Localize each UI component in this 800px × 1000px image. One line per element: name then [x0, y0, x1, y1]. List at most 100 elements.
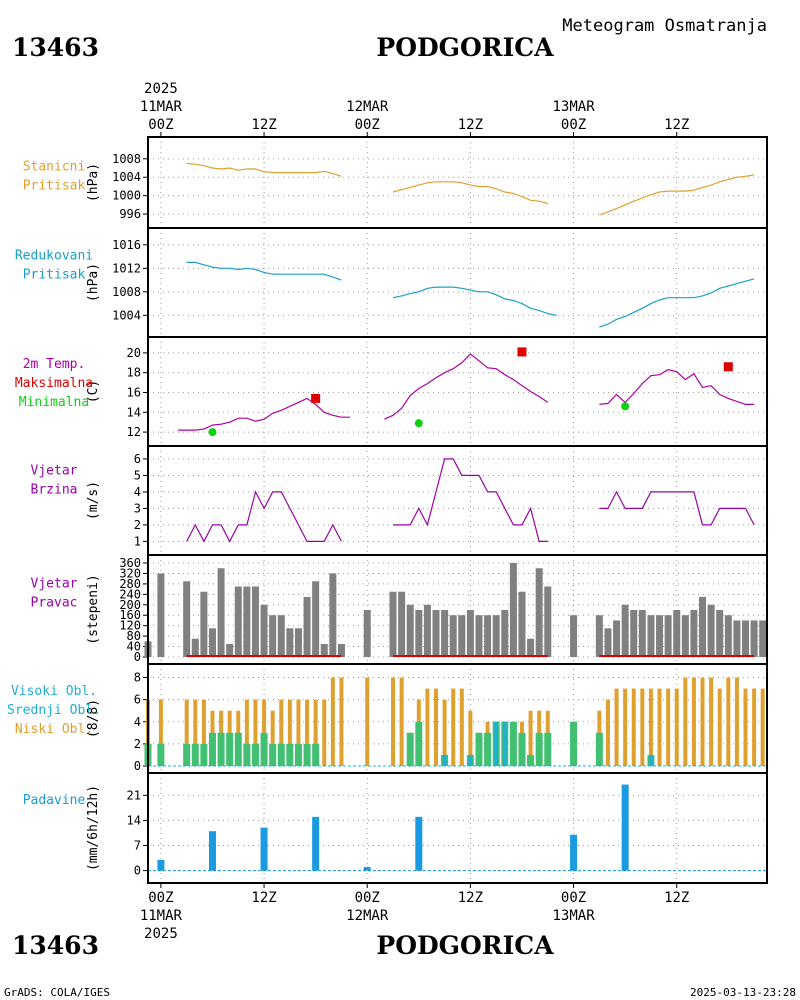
station-pressure-ytick-label: 1004 — [112, 170, 141, 184]
wind-direction-bar — [621, 604, 629, 657]
precip-bar — [363, 867, 371, 871]
wind-direction-bar — [398, 591, 406, 657]
wind-direction-ytick-label: 80 — [127, 629, 141, 643]
cloud-cover-ytick-label: 4 — [134, 715, 141, 729]
wind-direction-bar — [389, 591, 397, 657]
wind-direction-bar — [673, 610, 681, 657]
wind-direction-ytick-label: 320 — [119, 566, 141, 580]
cloud-bar-visoki — [468, 754, 473, 766]
wind-direction-bar — [742, 620, 750, 657]
wind-direction-label: Pravac — [31, 596, 78, 611]
wind-speed-ytick-label: 4 — [134, 485, 141, 499]
cloud-bar-srednji — [570, 721, 578, 766]
wind-direction-bar — [656, 615, 664, 657]
cloud-bar-srednji — [183, 743, 191, 766]
cloud-bar-niski — [442, 699, 447, 766]
wind-direction-bar — [303, 596, 311, 657]
wind-direction-bar — [699, 596, 707, 657]
reduced-pressure-series-line — [599, 278, 755, 328]
temperature-series-line — [384, 353, 549, 420]
cloud-bar-niski — [330, 677, 335, 766]
cloud-bar-srednji — [217, 732, 225, 766]
station-pressure-label: Pritisak — [23, 179, 86, 194]
cloud-bar-srednji — [475, 732, 483, 766]
wind-direction-bar — [269, 615, 277, 657]
cloud-bar-srednji — [191, 743, 199, 766]
temperature-ytick-label: 14 — [127, 405, 141, 419]
wind-direction-bar — [286, 628, 294, 657]
top-date-label: 11MAR — [140, 99, 183, 115]
precip-bar — [621, 784, 629, 871]
cloud-bar-niski — [717, 688, 722, 766]
cloud-bar-niski — [726, 677, 731, 766]
wind-speed-series-line — [186, 490, 342, 543]
precipitation-ytick-label: 14 — [127, 813, 141, 827]
top-date-label: 12MAR — [346, 99, 389, 115]
wind-direction-bar — [647, 615, 655, 657]
wind-direction-bar — [638, 610, 646, 657]
temperature-ytick-label: 20 — [127, 346, 141, 360]
station-id-top: 13463 — [12, 33, 99, 62]
cloud-bar-visoki — [648, 754, 653, 766]
cloud-bar-srednji — [527, 754, 535, 766]
wind-direction-bar — [707, 604, 715, 657]
cloud-bar-niski — [296, 699, 301, 766]
top-time-label: 12Z — [664, 117, 689, 133]
wind-direction-bar — [260, 604, 268, 657]
wind-direction-bar — [217, 568, 225, 657]
wind-direction-bar — [570, 615, 578, 657]
cloud-cover-label: Srednji Obl. — [7, 703, 101, 718]
top-year-label: 2025 — [144, 81, 178, 97]
cloud-bar-srednji — [260, 732, 268, 766]
cloud-bar-niski — [752, 688, 757, 766]
cloud-bar-niski — [253, 699, 258, 766]
cloud-bar-niski — [468, 710, 473, 766]
precipitation-ytick-label: 7 — [134, 839, 141, 853]
wind-direction-bar — [423, 604, 431, 657]
wind-direction-bar — [277, 615, 285, 657]
cloud-bar-niski — [158, 699, 163, 766]
cloud-bar-niski — [339, 677, 344, 766]
bottom-time-label: 00Z — [148, 890, 173, 906]
station-pressure-series-line — [392, 181, 548, 205]
cloud-bar-niski — [691, 677, 696, 766]
wind-direction-bar — [200, 591, 208, 657]
cloud-bar-srednji — [415, 721, 423, 766]
cloud-bar-niski — [287, 699, 292, 766]
cloud-bar-niski — [270, 710, 275, 766]
temperature-frame — [147, 336, 768, 447]
max-temp-marker — [723, 362, 733, 372]
wind-direction-bar — [191, 638, 199, 657]
wind-direction-bar — [251, 586, 259, 657]
precip-bar — [415, 816, 423, 871]
wind-speed-series-line — [393, 458, 548, 542]
generated-timestamp: 2025-03-13-23:28 — [690, 986, 796, 999]
reduced-pressure-ytick-label: 1008 — [112, 285, 141, 299]
cloud-bar-niski — [640, 688, 645, 766]
bottom-time-label: 12Z — [664, 890, 689, 906]
cloud-bar-niski — [683, 677, 688, 766]
cloud-bar-niski — [743, 688, 748, 766]
wind-direction-bar — [337, 643, 345, 657]
cloud-bar-srednji — [509, 721, 517, 766]
chart-title: Meteogram Osmatranja — [562, 16, 767, 36]
cloud-cover-ytick-label: 2 — [134, 737, 141, 751]
station-pressure-ylabel: (hPa) — [86, 163, 101, 202]
cloud-bar-srednji — [234, 732, 242, 766]
reduced-pressure-label: Redukovani — [15, 249, 93, 264]
wind-direction-label: Vjetar — [31, 577, 78, 592]
credit: GrADS: COLA/IGES — [4, 986, 110, 999]
wind-direction-bar — [501, 610, 509, 657]
cloud-bar-niski — [425, 688, 430, 766]
wind-direction-ytick-label: 0 — [134, 650, 141, 664]
wind-direction-ytick-label: 120 — [119, 619, 141, 633]
cloud-bar-niski — [391, 677, 396, 766]
reduced-pressure-label: Pritisak — [23, 268, 86, 283]
cloud-cover-ytick-label: 8 — [134, 671, 141, 685]
cloud-bar-niski — [734, 677, 739, 766]
wind-direction-bar — [535, 568, 543, 657]
wind-direction-ytick-label: 240 — [119, 587, 141, 601]
cloud-bar-visoki — [494, 721, 499, 766]
precip-bar — [208, 831, 216, 871]
